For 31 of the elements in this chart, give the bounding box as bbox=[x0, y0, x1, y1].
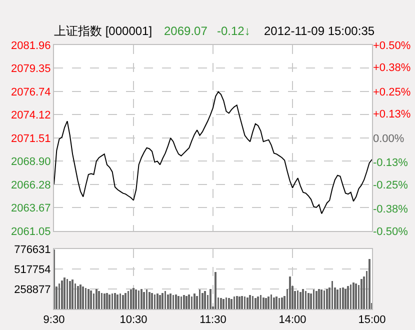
y2-tick-label: -0.25% bbox=[373, 179, 408, 192]
y-tick-label: 2063.67 bbox=[11, 202, 51, 215]
y2-tick-label: -0.13% bbox=[373, 157, 408, 170]
y-tick-label: 2074.12 bbox=[11, 110, 51, 122]
x-tick-label: 15:00 bbox=[358, 314, 386, 326]
text: -0.12↓ bbox=[217, 24, 250, 38]
y-tick-label: 2081.96 bbox=[11, 40, 51, 52]
y2-tick-label: 0.00% bbox=[373, 132, 404, 145]
y-tick-label: 2071.51 bbox=[11, 132, 51, 145]
line-series bbox=[54, 91, 372, 214]
y2-tick-label: +0.13% bbox=[373, 108, 411, 121]
y-tick-label: 2068.90 bbox=[11, 156, 51, 168]
y-tick-label: 517754 bbox=[14, 264, 51, 276]
x-tick-label: 9:30 bbox=[43, 314, 65, 326]
text: 2069.07 bbox=[164, 24, 208, 38]
x-tick-label: 11:30 bbox=[200, 314, 226, 326]
x-tick-label: 10:30 bbox=[120, 314, 148, 326]
chart-title: 上证指数 [000001] bbox=[54, 24, 152, 38]
x-tick-label: 14:00 bbox=[278, 314, 306, 326]
text: 2012-11-09 15:00:35 bbox=[264, 24, 375, 38]
y2-tick-label: +0.38% bbox=[373, 62, 411, 74]
y-tick-label: 2061.05 bbox=[11, 226, 51, 238]
y-tick-label: 2066.28 bbox=[11, 179, 51, 192]
y2-tick-label: +0.50% bbox=[373, 40, 411, 52]
y-tick-label: 258877 bbox=[14, 284, 51, 296]
y2-tick-label: -0.38% bbox=[373, 204, 408, 216]
y-tick-label: 776631 bbox=[14, 244, 51, 256]
y2-tick-label: +0.25% bbox=[373, 86, 411, 98]
y2-tick-label: -0.50% bbox=[373, 226, 408, 238]
y-tick-label: 2079.35 bbox=[11, 63, 51, 76]
y-tick-label: 2076.74 bbox=[11, 86, 51, 98]
